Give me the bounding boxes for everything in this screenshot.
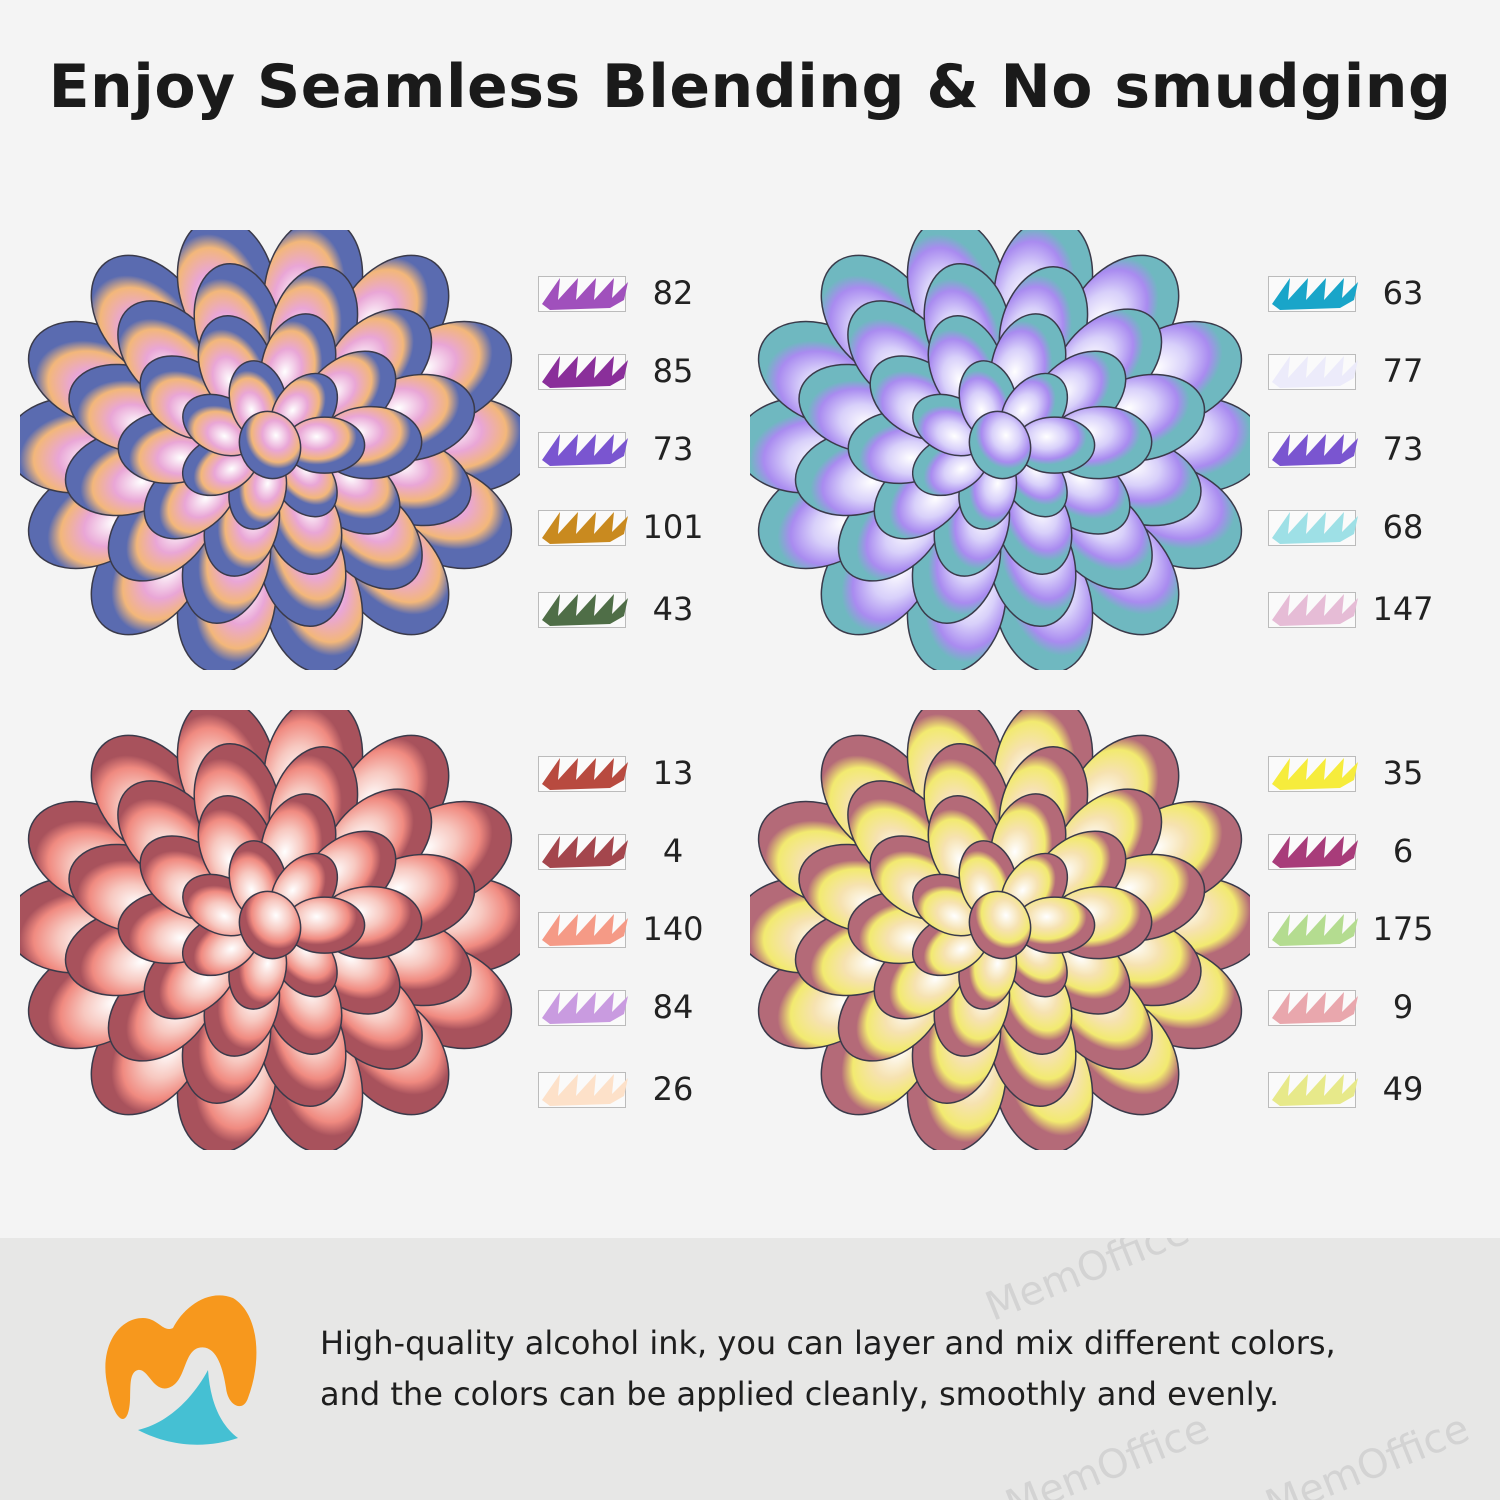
color-swatch: 63 [1268, 268, 1438, 318]
marker-stroke-icon [542, 434, 628, 466]
color-swatch: 82 [538, 268, 708, 318]
petal [968, 890, 1032, 960]
description: High-quality alcohol ink, you can layer … [320, 1318, 1336, 1420]
marker-stroke-icon [542, 512, 628, 544]
color-code: 49 [1382, 1070, 1424, 1108]
color-swatch: 175 [1268, 904, 1438, 954]
color-code: 35 [1382, 754, 1424, 792]
marker-stroke-icon [1272, 1074, 1358, 1106]
color-code: 43 [652, 590, 694, 628]
marker-stroke-icon [542, 836, 628, 868]
marker-stroke-icon [542, 758, 628, 790]
marker-stroke-icon [1272, 356, 1358, 388]
marker-stroke-icon [1272, 434, 1358, 466]
marker-stroke-icon [542, 1074, 628, 1106]
color-swatch: 147 [1268, 584, 1438, 634]
yellow-succulent [735, 696, 1265, 1154]
color-swatch: 84 [538, 982, 708, 1032]
color-code: 85 [652, 352, 694, 390]
marker-stroke-icon [542, 914, 628, 946]
color-code: 84 [652, 988, 694, 1026]
color-code: 82 [652, 274, 694, 312]
marker-stroke-icon [1272, 992, 1358, 1024]
color-swatch: 4 [538, 826, 708, 876]
color-swatch: 13 [538, 748, 708, 798]
page-title: Enjoy Seamless Blending & No smudging [48, 52, 1452, 122]
color-code: 73 [652, 430, 694, 468]
description-line-1: High-quality alcohol ink, you can layer … [320, 1324, 1336, 1362]
color-code: 9 [1392, 988, 1414, 1026]
marker-stroke-icon [542, 594, 628, 626]
color-code: 6 [1392, 832, 1414, 870]
color-swatch: 6 [1268, 826, 1438, 876]
color-swatch: 49 [1268, 1064, 1438, 1114]
color-code: 77 [1382, 352, 1424, 390]
color-code: 175 [1372, 910, 1434, 948]
marker-stroke-icon [542, 278, 628, 310]
color-swatch: 35 [1268, 748, 1438, 798]
color-code: 140 [642, 910, 704, 948]
color-code: 101 [642, 508, 704, 546]
color-code: 4 [662, 832, 684, 870]
color-swatch: 26 [538, 1064, 708, 1114]
color-swatch: 73 [1268, 424, 1438, 474]
marker-stroke-icon [1272, 594, 1358, 626]
petal [238, 890, 302, 960]
color-code: 73 [1382, 430, 1424, 468]
purple-teal-succulent [735, 216, 1265, 674]
petal [968, 410, 1032, 480]
color-swatch: 68 [1268, 502, 1438, 552]
petal [238, 410, 302, 480]
color-code: 68 [1382, 508, 1424, 546]
marker-stroke-icon [1272, 278, 1358, 310]
orange-purple-succulent [5, 216, 535, 674]
red-pink-succulent [5, 696, 535, 1154]
brand-logo [105, 1295, 257, 1445]
marker-stroke-icon [1272, 758, 1358, 790]
color-swatch: 77 [1268, 346, 1438, 396]
color-swatch: 85 [538, 346, 708, 396]
color-swatch: 73 [538, 424, 708, 474]
color-swatch: 9 [1268, 982, 1438, 1032]
watermark: MemOffice [979, 1238, 1196, 1331]
marker-stroke-icon [1272, 836, 1358, 868]
color-code: 13 [652, 754, 694, 792]
color-swatch: 101 [538, 502, 708, 552]
marker-stroke-icon [1272, 914, 1358, 946]
color-swatch: 140 [538, 904, 708, 954]
marker-stroke-icon [1272, 512, 1358, 544]
color-swatch: 43 [538, 584, 708, 634]
marker-stroke-icon [542, 356, 628, 388]
marker-stroke-icon [542, 992, 628, 1024]
description-line-2: and the colors can be applied cleanly, s… [320, 1375, 1280, 1413]
color-code: 63 [1382, 274, 1424, 312]
color-code: 147 [1372, 590, 1434, 628]
color-code: 26 [652, 1070, 694, 1108]
